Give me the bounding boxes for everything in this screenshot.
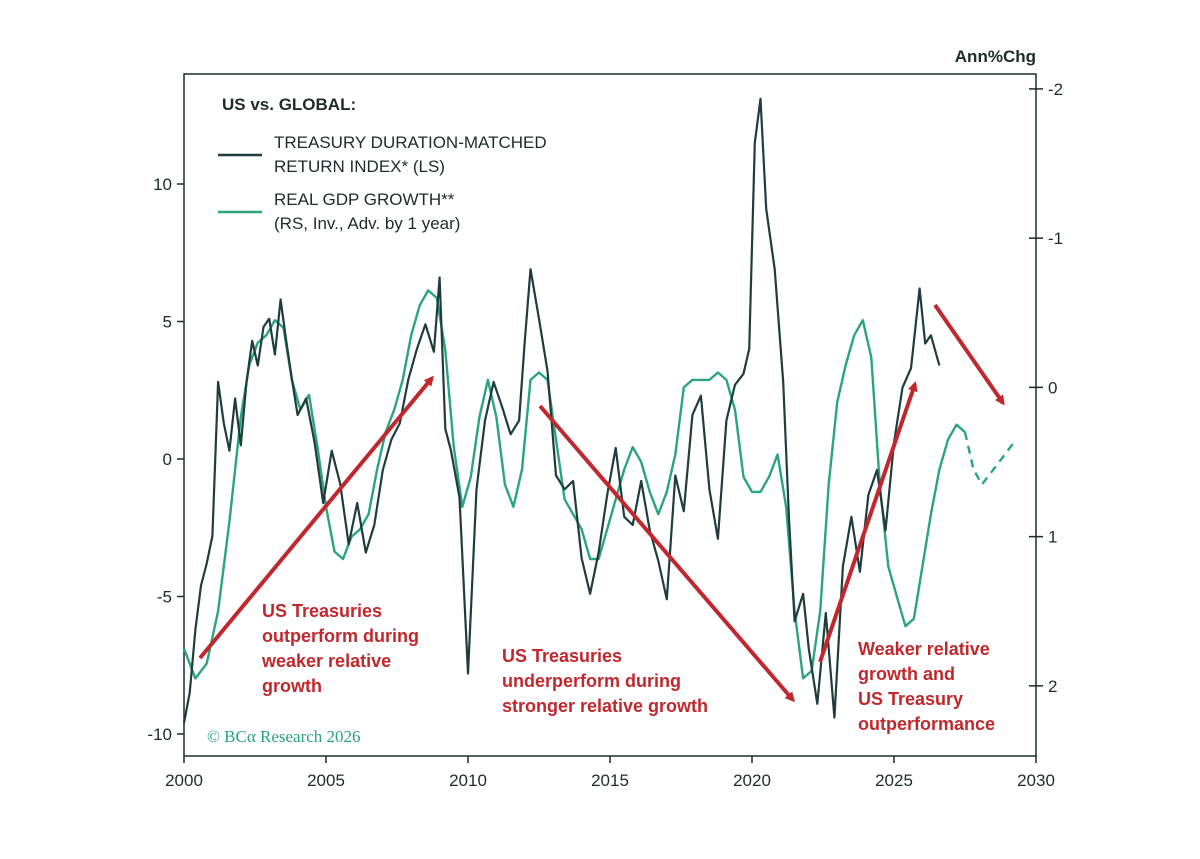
annotation-outperform: US Treasuries outperform during weaker r…	[261, 601, 419, 696]
annotation-outperform-line1: US Treasuries	[262, 601, 382, 621]
legend: US vs. GLOBAL: TREASURY DURATION-MATCHED…	[218, 95, 547, 233]
legend-entry-gdp-line1: REAL GDP GROWTH**	[274, 190, 455, 209]
annotation-weaker-growth-line2: growth and	[858, 664, 955, 684]
arrow-underperform	[538, 404, 795, 703]
right-y-tick-label: -2	[1048, 80, 1063, 99]
right-y-tick-label: -1	[1048, 229, 1063, 248]
x-tick-label: 2015	[591, 771, 629, 790]
annotation-outperform-line4: growth	[262, 676, 322, 696]
left-y-tick-label: 0	[163, 450, 172, 469]
annotation-weaker-growth-line3: US Treasury	[858, 689, 963, 709]
annotation-underperform-line2: underperform during	[502, 671, 681, 691]
x-axis: 2000 2005 2010 2015 2020 2025 2030	[165, 756, 1055, 790]
left-y-axis: -10 -5 0 5 10	[147, 175, 184, 744]
arrow-forecast	[933, 303, 1005, 406]
annotation-underperform-line3: stronger relative growth	[502, 696, 708, 716]
x-tick-label: 2030	[1017, 771, 1055, 790]
x-tick-label: 2020	[733, 771, 771, 790]
annotation-outperform-line3: weaker relative	[261, 651, 391, 671]
gdp-growth-forecast-line	[963, 431, 1018, 487]
right-axis-label: Ann%Chg	[955, 47, 1036, 66]
legend-heading: US vs. GLOBAL:	[222, 95, 356, 114]
annotation-weaker-growth-line1: Weaker relative	[858, 639, 990, 659]
treasury-return-line	[182, 97, 941, 724]
x-tick-label: 2010	[449, 771, 487, 790]
left-y-tick-label: -5	[157, 588, 172, 607]
legend-entry-gdp-line2: (RS, Inv., Adv. by 1 year)	[274, 214, 460, 233]
annotation-outperform-line2: outperform during	[262, 626, 419, 646]
annotation-underperform: US Treasuries underperform during strong…	[502, 646, 708, 716]
annotation-underperform-line1: US Treasuries	[502, 646, 622, 666]
left-y-tick-label: 5	[163, 313, 172, 332]
arrow-outperform	[198, 375, 434, 660]
annotation-weaker-growth-line4: outperformance	[858, 714, 995, 734]
x-tick-label: 2005	[307, 771, 345, 790]
x-tick-label: 2025	[875, 771, 913, 790]
annotation-weaker-growth: Weaker relative growth and US Treasury o…	[858, 639, 995, 734]
right-y-tick-label: 1	[1048, 528, 1057, 547]
right-y-tick-label: 0	[1048, 378, 1057, 397]
legend-entry-treasury-line1: TREASURY DURATION-MATCHED	[274, 133, 547, 152]
credit-text: © BCα Research 2026	[207, 727, 361, 746]
left-y-tick-label: -10	[147, 725, 172, 744]
x-tick-label: 2000	[165, 771, 203, 790]
left-y-tick-label: 10	[153, 175, 172, 194]
right-y-axis: -2 -1 0 1 2	[1029, 80, 1063, 696]
arrow-outperformance-recent	[818, 381, 918, 663]
legend-entry-treasury-line2: RETURN INDEX* (LS)	[274, 157, 445, 176]
right-y-tick-label: 2	[1048, 677, 1057, 696]
